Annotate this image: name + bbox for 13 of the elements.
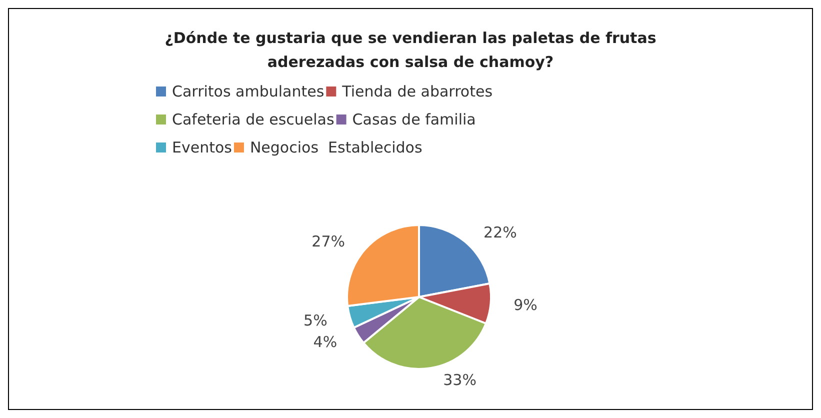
data-label: 33%	[443, 370, 476, 389]
data-label: 4%	[313, 333, 338, 352]
chart-title: ¿Dónde te gustaria que se vendieran las paletas de frutas aderezadas con salsa de chamoy?	[164, 29, 656, 71]
legend-label: Casas de familia	[352, 110, 476, 128]
legend-label: Carritos ambulantes	[172, 82, 324, 100]
data-label: 9%	[514, 296, 538, 314]
legend-label: Eventos	[172, 138, 232, 156]
data-label: 22%	[484, 223, 517, 242]
legend-label: Negocios Establecidos	[250, 138, 422, 156]
legend-label: Cafeteria de escuelas	[172, 110, 334, 128]
data-label: 5%	[304, 311, 328, 330]
legend-label: Tienda de abarrotes	[341, 82, 493, 100]
data-label: 27%	[312, 232, 345, 250]
